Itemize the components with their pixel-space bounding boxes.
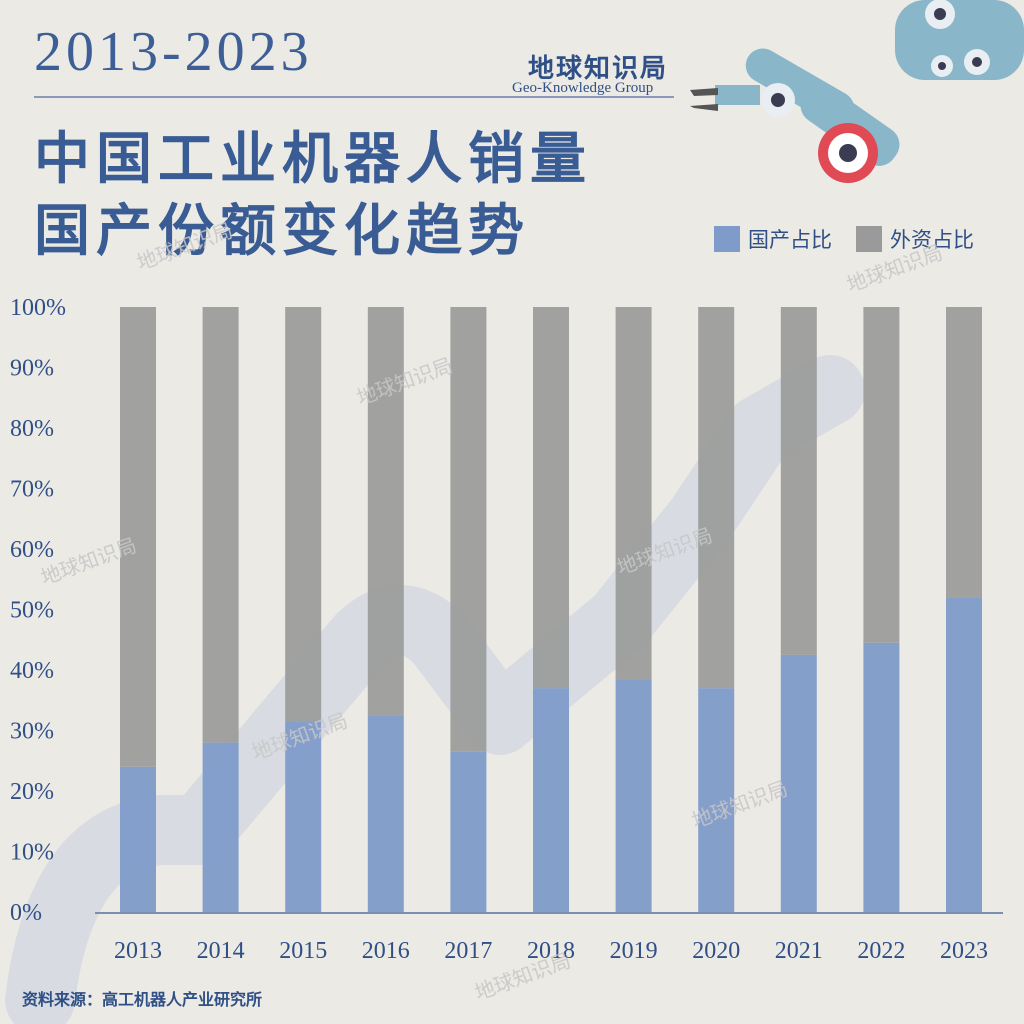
legend-label-foreign: 外资占比: [890, 228, 974, 252]
y-tick-label: 10%: [10, 840, 54, 866]
bars-layer: [120, 307, 982, 912]
x-tick-label: 2014: [197, 938, 245, 964]
bar-foreign-2015: [285, 307, 322, 722]
watermark: 地球知识局: [844, 241, 946, 297]
bar-domestic-2013: [120, 766, 156, 912]
y-tick-label: 30%: [10, 719, 54, 745]
x-tick-label: 2019: [610, 938, 658, 964]
watermark: 地球知识局: [134, 219, 236, 275]
chart-title-line-2: 国产份额变化趋势: [34, 198, 530, 264]
y-tick-label: 20%: [10, 779, 54, 805]
bar-foreign-2016: [367, 307, 404, 716]
chart-title-line-1: 中国工业机器人销量: [34, 126, 592, 192]
bar-domestic-2021: [780, 654, 817, 912]
x-tick-label: 2020: [692, 938, 740, 964]
y-tick-label: 40%: [10, 658, 54, 684]
x-tick-label: 2018: [527, 938, 575, 964]
x-tick-label: 2022: [857, 938, 905, 964]
y-tick-label: 0%: [10, 900, 42, 926]
bar-domestic-2016: [367, 715, 404, 912]
robot-arm-illustration: [690, 0, 1024, 183]
bar-foreign-2023: [946, 307, 982, 598]
y-tick-label: 50%: [10, 598, 54, 624]
bar-domestic-2015: [285, 721, 322, 912]
bar-foreign-2013: [120, 307, 156, 767]
legend-item-domestic: 国产占比: [714, 224, 832, 254]
bar-domestic-2020: [698, 688, 735, 912]
brand-subtitle: Geo-Knowledge Group: [512, 80, 654, 96]
legend-item-foreign: 外资占比: [856, 224, 974, 254]
background-robot-hand-decoration: [5, 355, 865, 1024]
x-tick-label: 2013: [114, 938, 162, 964]
robot-arm-upper-segment: [745, 48, 855, 126]
y-tick-label: 90%: [10, 356, 54, 382]
x-tick-label: 2021: [775, 938, 823, 964]
bar-foreign-2022: [863, 307, 900, 643]
y-tick-label: 80%: [10, 416, 54, 442]
x-axis: 2013 2014 2015 2016 2017 2018 2019 2020 2021 2022…: [114, 938, 988, 964]
y-tick-label: 100%: [10, 295, 66, 321]
header-divider: [34, 96, 674, 98]
legend-swatch-foreign: [856, 226, 882, 252]
bar-domestic-2014: [202, 742, 239, 912]
bar-foreign-2020: [698, 307, 735, 689]
x-tick-label: 2015: [279, 938, 327, 964]
bar-foreign-2018: [533, 307, 569, 689]
source-note: 资料来源：高工机器人产业研究所: [22, 990, 263, 1009]
y-tick-label: 60%: [10, 537, 54, 563]
robot-gripper-jaw-bottom: [690, 104, 718, 111]
bar-domestic-2023: [946, 597, 982, 912]
y-tick-label: 70%: [10, 477, 54, 503]
bar-domestic-2019: [615, 679, 652, 912]
bar-foreign-2017: [450, 307, 487, 752]
bar-foreign-2019: [615, 307, 652, 680]
bar-domestic-2018: [533, 688, 569, 912]
x-tick-label: 2016: [362, 938, 410, 964]
bar-foreign-2014: [202, 307, 239, 743]
robot-gripper-jaw-top: [690, 88, 718, 96]
bar-domestic-2017: [450, 751, 487, 912]
legend-swatch-domestic: [714, 226, 740, 252]
robot-gripper-mount: [715, 85, 760, 105]
year-range-heading: 2013-2023: [34, 21, 313, 83]
y-axis: 0% 10% 20% 30% 40% 50% 60% 70% 80% 90% 100%: [10, 295, 66, 926]
x-tick-label: 2023: [940, 938, 988, 964]
bar-domestic-2022: [863, 642, 900, 912]
brand-name: 地球知识局: [528, 54, 669, 84]
x-tick-label: 2017: [444, 938, 492, 964]
legend-label-domestic: 国产占比: [748, 228, 832, 252]
chart-legend: 国产占比 外资占比: [714, 224, 974, 254]
bar-foreign-2021: [780, 307, 817, 655]
